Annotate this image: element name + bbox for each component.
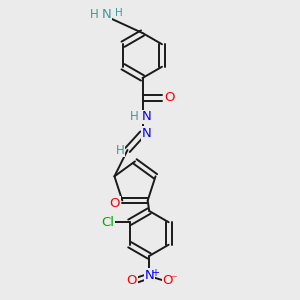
Text: N: N [142,110,151,124]
Text: N: N [142,127,151,140]
Text: O: O [163,274,173,287]
Text: H: H [130,110,139,124]
Text: O: O [110,197,120,210]
Text: H: H [90,8,99,22]
Text: O: O [127,274,137,287]
Text: O: O [164,91,175,104]
Text: ⁻: ⁻ [170,273,177,286]
Text: H: H [116,143,124,157]
Text: N: N [144,269,154,282]
Text: H: H [115,8,123,18]
Text: N: N [102,8,111,22]
Text: +: + [151,268,159,278]
Text: Cl: Cl [101,216,114,229]
